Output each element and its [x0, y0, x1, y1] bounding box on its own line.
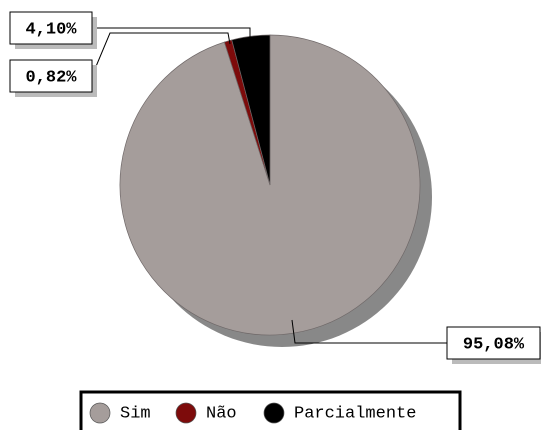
- data-label: 95,08%: [463, 335, 525, 354]
- legend-marker: [263, 402, 285, 424]
- data-label: 4,10%: [25, 20, 77, 39]
- pie-slice: [231, 34, 271, 186]
- pie: [119, 34, 421, 336]
- label-box: [9, 59, 93, 93]
- leader-line: [291, 319, 447, 344]
- legend: Sim Não Parcialmente: [89, 402, 416, 424]
- legend-label: Não: [206, 404, 237, 423]
- data-label: 0,82%: [25, 68, 77, 87]
- label-box: [9, 11, 93, 45]
- leader-line: [91, 32, 231, 77]
- legend-marker: [175, 402, 197, 424]
- legend-label: Sim: [120, 404, 151, 423]
- data-labels: 95,08% 0,82% 4,10%: [9, 11, 541, 364]
- leader-line: [92, 27, 251, 37]
- legend-label: Parcialmente: [294, 404, 416, 423]
- label-box: [446, 326, 541, 360]
- legend-marker: [89, 402, 111, 424]
